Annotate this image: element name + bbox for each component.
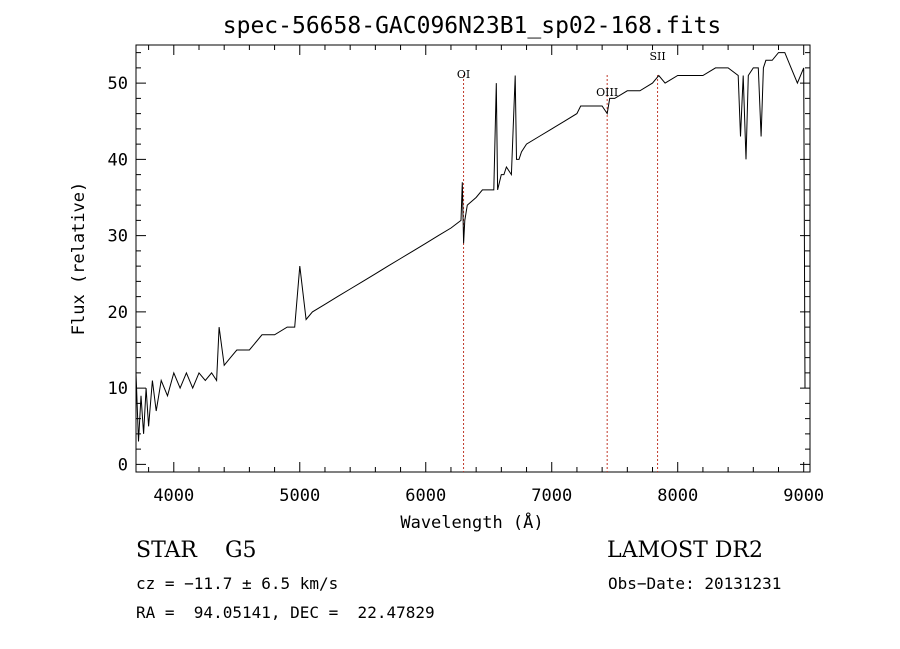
plot-area bbox=[135, 44, 811, 473]
y-tick-label: 40 bbox=[108, 150, 128, 170]
x-tick-label: 6000 bbox=[405, 486, 446, 506]
x-tick-label: 8000 bbox=[657, 486, 698, 506]
y-tick-label: 10 bbox=[108, 379, 128, 399]
y-tick-label: 0 bbox=[118, 455, 128, 475]
chart-title: spec-56658-GAC096N23B1_sp02-168.fits bbox=[223, 13, 722, 39]
x-tick-label: 4000 bbox=[153, 486, 194, 506]
obs-date-text: Obs−Date: 20131231 bbox=[608, 574, 782, 593]
radec-text: RA = 94.05141, DEC = 22.47829 bbox=[136, 603, 435, 622]
x-axis-label: Wavelength (Å) bbox=[400, 511, 543, 533]
plot-frame bbox=[135, 44, 811, 473]
y-tick-label: 50 bbox=[108, 74, 128, 94]
y-tick-label: 30 bbox=[108, 227, 128, 247]
y-tick-label: 20 bbox=[108, 303, 128, 323]
redshift-text: cz = −11.7 ± 6.5 km/s bbox=[136, 574, 339, 593]
x-tick-label: 9000 bbox=[783, 486, 824, 506]
x-tick-label: 5000 bbox=[279, 486, 320, 506]
y-axis-label: Flux (relative) bbox=[69, 182, 89, 336]
object-class: STAR G5 bbox=[136, 538, 257, 563]
x-tick-label: 7000 bbox=[531, 486, 572, 506]
line-marker-label: SII bbox=[649, 50, 665, 63]
line-marker-label: OIII bbox=[596, 86, 618, 99]
survey-label: LAMOST DR2 bbox=[607, 538, 763, 563]
line-marker-label: OI bbox=[457, 68, 470, 81]
spectrum-line bbox=[136, 52, 806, 442]
